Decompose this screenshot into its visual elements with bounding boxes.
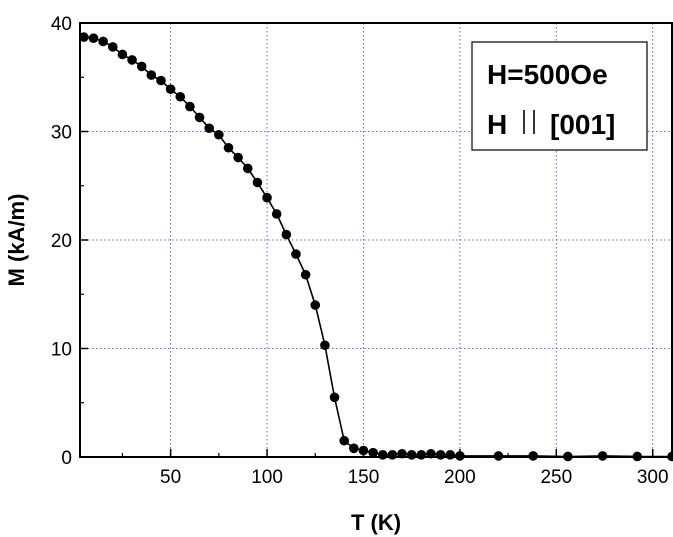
data-point	[291, 249, 301, 259]
data-point	[435, 450, 446, 460]
x-tick-label: 50	[160, 467, 181, 488]
data-point	[185, 101, 195, 112]
legend-field-label: H=500Oe	[487, 59, 608, 90]
data-point	[223, 142, 234, 153]
series-line	[83, 36, 672, 458]
data-point	[252, 177, 263, 188]
data-point	[320, 340, 330, 351]
data-point	[597, 451, 608, 461]
x-tick-label: 100	[251, 467, 283, 488]
y-tick-label: 20	[51, 231, 72, 252]
y-axis-title: M (kA/m)	[4, 194, 29, 287]
data-point	[175, 91, 186, 102]
data-point	[214, 129, 224, 140]
data-point	[117, 49, 128, 60]
legend-box: H=500Oe H [001]	[471, 41, 648, 151]
data-point	[165, 84, 176, 94]
x-tick-label: 250	[540, 467, 572, 488]
x-axis-ticks: 50 100 150 200 250 300	[121, 449, 669, 488]
data-point	[79, 32, 89, 42]
legend-direction-label: H	[487, 109, 507, 140]
data-point	[493, 451, 504, 461]
data-point	[88, 33, 99, 43]
data-point	[300, 269, 311, 280]
y-axis-ticks: 0 10 20 30 40	[51, 14, 88, 469]
data-point	[262, 192, 272, 203]
x-tick-label: 300	[637, 467, 669, 488]
y-tick-label: 40	[51, 14, 72, 35]
data-point	[281, 229, 292, 240]
data-point	[368, 447, 378, 458]
data-point	[194, 112, 205, 123]
data-point	[156, 75, 166, 86]
grid-lines	[80, 23, 672, 457]
data-point	[349, 443, 359, 454]
legend-frame	[471, 41, 648, 151]
data-point	[146, 70, 157, 80]
data-point	[204, 123, 214, 134]
data-point	[445, 450, 456, 460]
data-point	[310, 300, 321, 310]
y-tick-label: 10	[51, 340, 72, 361]
data-point	[127, 55, 137, 65]
y-tick-label: 30	[51, 123, 72, 144]
data-point	[339, 435, 349, 446]
legend-direction-value: [001]	[550, 109, 615, 140]
data-point	[416, 450, 427, 460]
data-point	[271, 209, 282, 219]
data-point	[233, 152, 243, 163]
y-tick-label: 0	[61, 448, 72, 469]
data-point	[377, 450, 388, 460]
data-point	[387, 450, 398, 460]
data-point	[98, 36, 108, 47]
data-point	[329, 392, 340, 403]
data-point	[107, 42, 118, 52]
series-path	[83, 36, 672, 458]
data-point	[242, 163, 253, 174]
x-tick-label: 200	[444, 467, 476, 488]
data-point	[528, 451, 538, 461]
data-point	[136, 61, 147, 72]
x-axis-title: T (K)	[351, 510, 401, 535]
x-tick-label: 150	[348, 467, 380, 488]
